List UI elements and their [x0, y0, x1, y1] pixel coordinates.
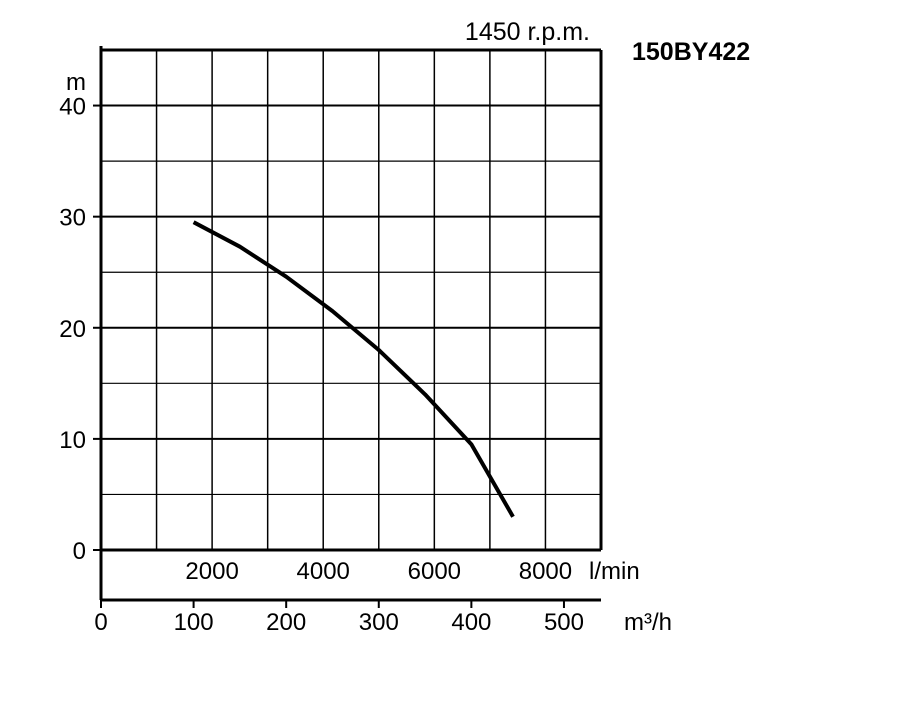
x-secondary-unit-label: l/min: [589, 558, 640, 585]
y-tick-label: 20: [59, 316, 86, 343]
model-label: 150BY422: [632, 38, 750, 66]
plot-frame: [99, 46, 603, 602]
y-axis-unit-label: m: [66, 69, 86, 96]
x-tick-label-m3h: 200: [266, 609, 306, 636]
y-tick-label: 30: [59, 205, 86, 232]
labels: 1450 r.p.m. 150BY422 m m³/h l/min: [66, 18, 750, 636]
x-tick-label-m3h: 100: [174, 609, 214, 636]
x-tick-label-m3h: 300: [359, 609, 399, 636]
pump-curve-line: [192, 220, 515, 518]
speed-label: 1450 r.p.m.: [465, 18, 590, 46]
x-tick-label-m3h: 400: [451, 609, 491, 636]
y-tick-label: 40: [59, 94, 86, 121]
grid: [101, 50, 601, 550]
x-tick-label-lmin: 8000: [519, 558, 572, 585]
x-tick-label-lmin: 6000: [408, 558, 461, 585]
x-tick-label-m3h: 0: [94, 609, 107, 636]
y-tick-label: 10: [59, 427, 86, 454]
x-tick-label-lmin: 2000: [185, 558, 238, 585]
x-tick-label-lmin: 4000: [297, 558, 350, 585]
y-tick-label: 0: [73, 538, 86, 565]
series-layer: [192, 220, 515, 518]
x-tick-label-m3h: 500: [544, 609, 584, 636]
x-primary-unit-label: m³/h: [624, 609, 672, 636]
